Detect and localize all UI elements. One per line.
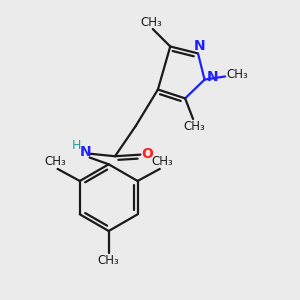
Text: CH₃: CH₃: [44, 155, 66, 168]
Text: CH₃: CH₃: [226, 68, 248, 81]
Text: H: H: [71, 139, 81, 152]
Text: CH₃: CH₃: [98, 254, 120, 267]
Text: N: N: [80, 145, 91, 159]
Text: N: N: [194, 39, 206, 53]
Text: CH₃: CH₃: [151, 155, 173, 168]
Text: O: O: [142, 147, 153, 161]
Text: CH₃: CH₃: [184, 119, 206, 133]
Text: N: N: [207, 70, 218, 84]
Text: CH₃: CH₃: [140, 16, 162, 28]
